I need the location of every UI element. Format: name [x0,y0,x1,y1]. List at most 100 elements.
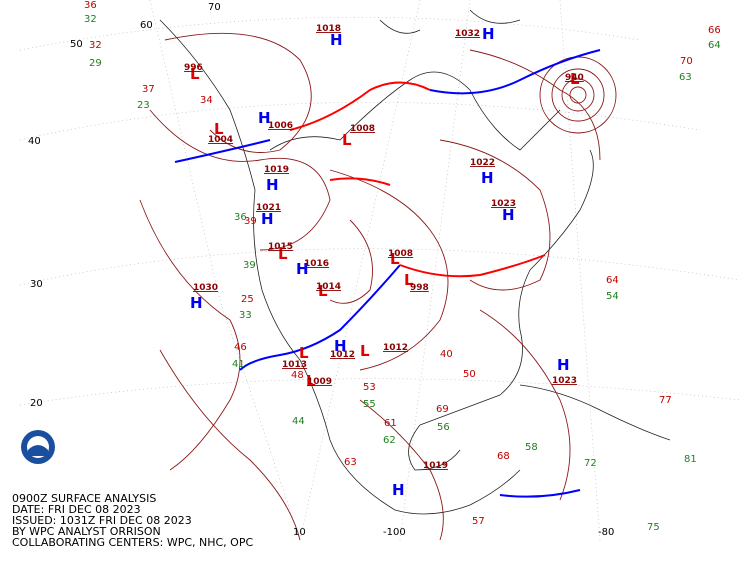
station-dewpoint: 58 [525,442,538,453]
coastlines [159,9,671,515]
station-dewpoint: 64 [708,40,721,51]
noaa-logo [21,430,55,464]
central-pressure: 1023 [552,376,577,386]
low-center: L [318,282,328,300]
central-pressure: 1015 [268,242,293,252]
central-pressure: 998 [410,283,429,293]
station-temperature: 61 [384,418,397,429]
central-pressure: 1021 [256,203,281,213]
station-temperature: 32 [89,40,102,51]
central-pressure: 1004 [208,135,233,145]
central-pressure: 1008 [350,124,375,134]
low-center: L [360,342,370,360]
central-pressure: 1009 [307,377,332,387]
central-pressure: 1012 [383,343,408,353]
station-dewpoint: 33 [239,310,252,321]
station-temperature: 68 [497,451,510,462]
station-dewpoint: 54 [606,291,619,302]
station-dewpoint: 44 [292,416,305,427]
fronts [174,49,601,498]
high-center: H [190,294,203,312]
station-dewpoint: 36 [234,212,247,223]
low-center: L [570,70,580,88]
station-temperature: 77 [659,395,672,406]
station-dewpoint: 23 [137,100,150,111]
central-pressure: 1023 [491,199,516,209]
station-temperature: 70 [680,56,693,67]
station-temperature: 46 [234,342,247,353]
longitude-label: 60 [140,20,153,31]
high-center: H [266,176,279,194]
high-center: H [557,356,570,374]
longitude-label: 10 [293,527,306,538]
central-pressure: 996 [184,63,203,73]
high-center: H [334,337,347,355]
central-pressure: 940 [565,73,584,83]
latitude-label: 40 [28,136,41,147]
station-dewpoint: 29 [89,58,102,69]
central-pressure: 1014 [316,282,341,292]
station-dewpoint: 56 [437,422,450,433]
low-center: L [306,372,316,390]
station-temperature: 34 [200,95,213,106]
low-center: L [390,250,400,268]
central-pressure: 1019 [264,165,289,175]
station-temperature: 25 [241,294,254,305]
station-dewpoint: 55 [363,399,376,410]
latitude-label: 50 [70,39,83,50]
caption-line: DATE: FRI DEC 08 2023 [12,503,141,516]
low-center: L [278,245,288,263]
station-temperature: 36 [84,0,97,11]
caption-line: 0900Z SURFACE ANALYSIS [12,492,156,505]
low-center: L [214,120,224,138]
station-temperature: 66 [708,25,721,36]
high-center: H [502,206,515,224]
central-pressure: 1012 [330,350,355,360]
longitude-label: -80 [598,527,614,538]
high-center: H [330,31,343,49]
station-temperature: 37 [142,84,155,95]
caption-line: BY WPC ANALYST ORRISON [12,525,161,538]
station-temperature: 64 [606,275,619,286]
station-temperature: 63 [344,457,357,468]
station-dewpoint: 75 [647,522,660,533]
station-temperature: 40 [440,349,453,360]
low-center: L [342,131,352,149]
central-pressure: 1008 [388,249,413,259]
station-dewpoint: 72 [584,458,597,469]
high-center: H [258,109,271,127]
longitude-label: 70 [208,2,221,13]
high-center: H [261,210,274,228]
station-dewpoint: 32 [84,14,97,25]
station-dewpoint: 63 [679,72,692,83]
central-pressure: 1022 [470,158,495,168]
station-temperature: 69 [436,404,449,415]
caption-line: ISSUED: 1031Z FRI DEC 08 2023 [12,514,192,527]
central-pressure: 1019 [423,461,448,471]
central-pressure: 1030 [193,283,218,293]
high-center: H [482,25,495,43]
station-dewpoint: 41 [232,359,245,370]
station-temperature: 53 [363,382,376,393]
station-dewpoint: 62 [383,435,396,446]
lat-lon-grid [19,0,741,541]
caption-line: COLLABORATING CENTERS: WPC, NHC, OPC [12,536,253,549]
central-pressure: 1032 [455,29,480,39]
longitude-label: -100 [383,527,406,538]
central-pressure: 1018 [316,24,341,34]
latitude-label: 20 [30,398,43,409]
station-temperature: 50 [463,369,476,380]
high-center: H [392,481,405,499]
isobars [139,32,617,541]
station-temperature: 57 [472,516,485,527]
low-center: L [299,344,309,362]
station-dewpoint: 39 [243,260,256,271]
central-pressure: 1013 [282,360,307,370]
low-center: L [190,65,200,83]
station-temperature: 39 [244,216,257,227]
low-center: L [404,271,414,289]
high-center: H [296,260,309,278]
